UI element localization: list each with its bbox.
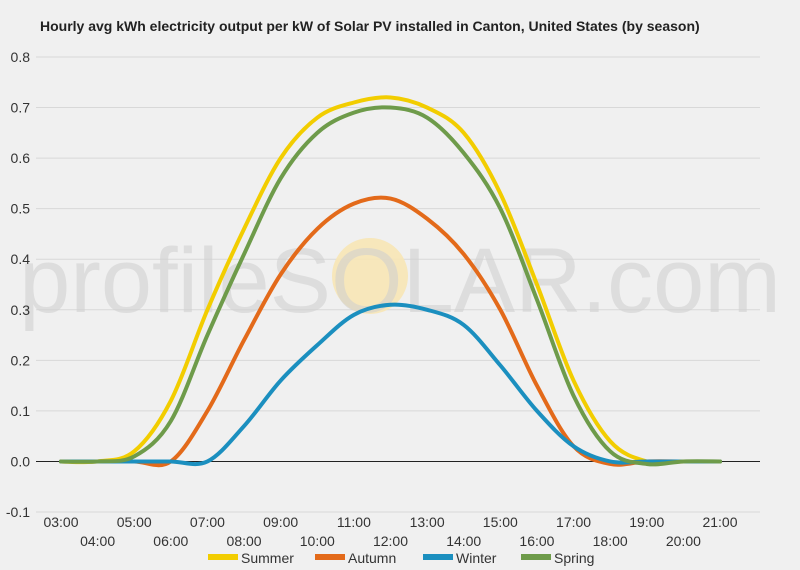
- x-tick-label: 06:00: [153, 533, 188, 549]
- y-tick-label: 0.0: [11, 453, 31, 469]
- x-tick-label: 18:00: [593, 533, 628, 549]
- x-tick-label: 17:00: [556, 514, 591, 530]
- x-tick-label: 03:00: [43, 514, 78, 530]
- x-tick-label: 20:00: [666, 533, 701, 549]
- series-line-winter: [59, 302, 722, 467]
- x-tick-label: 19:00: [629, 514, 664, 530]
- legend-swatch: [315, 554, 345, 560]
- legend-item-spring: Spring: [521, 550, 594, 566]
- x-tick-label: 16:00: [519, 533, 554, 549]
- watermark-text: profileSOLAR.com: [19, 230, 781, 332]
- legend-label: Spring: [554, 550, 594, 566]
- y-tick-label: 0.5: [11, 201, 31, 217]
- x-tick-label: 09:00: [263, 514, 298, 530]
- legend-swatch: [423, 554, 453, 560]
- watermark-sun-icon: [332, 238, 408, 314]
- legend-swatch: [208, 554, 238, 560]
- series-lines: [59, 95, 722, 468]
- x-tick-label: 21:00: [702, 514, 737, 530]
- x-tick-label: 05:00: [117, 514, 152, 530]
- legend-swatch: [521, 554, 551, 560]
- y-tick-label: 0.1: [11, 403, 31, 419]
- chart-title: Hourly avg kWh electricity output per kW…: [40, 18, 700, 34]
- series-line-summer: [59, 95, 722, 465]
- legend-label: Autumn: [348, 550, 396, 566]
- x-tick-label: 07:00: [190, 514, 225, 530]
- x-tick-label: 04:00: [80, 533, 115, 549]
- x-tick-label: 10:00: [300, 533, 335, 549]
- x-tick-label: 12:00: [373, 533, 408, 549]
- y-axis: -0.1 0.0 0.1 0.2 0.3 0.4 0.5 0.6 0.7 0.8: [6, 49, 30, 520]
- legend-item-summer: Summer: [208, 550, 294, 566]
- legend-item-autumn: Autumn: [315, 550, 396, 566]
- x-tick-label: 11:00: [337, 514, 371, 530]
- y-tick-label: 0.2: [11, 352, 31, 368]
- y-tick-label: 0.3: [11, 302, 31, 318]
- legend-label: Winter: [456, 550, 497, 566]
- y-tick-label: -0.1: [6, 504, 30, 520]
- x-tick-label: 13:00: [410, 514, 445, 530]
- x-tick-label: 08:00: [227, 533, 262, 549]
- x-axis: 03:0004:0005:0006:0007:0008:0009:0010:00…: [43, 514, 737, 549]
- y-tick-label: 0.8: [11, 49, 31, 65]
- y-tick-label: 0.6: [11, 150, 31, 166]
- legend-item-winter: Winter: [423, 550, 497, 566]
- y-tick-label: 0.7: [11, 100, 31, 116]
- watermark: profileSOLAR.com: [19, 230, 781, 332]
- x-tick-label: 14:00: [446, 533, 481, 549]
- x-tick-label: 15:00: [483, 514, 518, 530]
- legend-label: Summer: [241, 550, 294, 566]
- y-tick-label: 0.4: [11, 251, 31, 267]
- series-line-spring: [59, 105, 722, 467]
- legend: Summer Autumn Winter Spring: [208, 550, 594, 566]
